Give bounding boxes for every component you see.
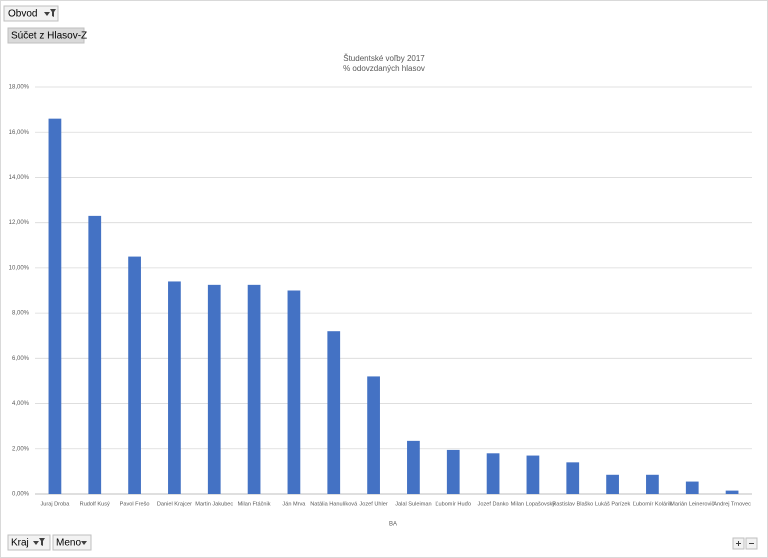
bar (327, 331, 341, 494)
x-tick-label: Jozef Danko (478, 501, 509, 507)
x-tick-label: Daniel Krajcer (157, 501, 192, 507)
x-tick-label: Juraj Droba (40, 501, 70, 507)
bar (128, 256, 141, 494)
y-tick-label: 6,00% (12, 356, 30, 362)
axis-field-label: Kraj (11, 538, 29, 549)
x-tick-label: Rastislav Blaško (552, 501, 593, 507)
value-field-label: Súčet z Hlasov-Z (11, 31, 87, 42)
x-axis-label: BA (389, 522, 397, 528)
chart-title: Študentské voľby 2017 (343, 54, 425, 63)
expand-button[interactable] (732, 537, 745, 550)
bar (646, 474, 659, 494)
axis-field-button[interactable]: Meno (52, 534, 92, 551)
button-bg (3, 5, 59, 22)
x-tick-label: Andrej Trnovec (713, 501, 751, 507)
bar (247, 284, 261, 494)
bar (566, 462, 580, 494)
dropdown-icon (81, 541, 87, 545)
x-tick-label: Natália Hanulíková (310, 501, 358, 507)
y-tick-label: 16,00% (9, 130, 30, 136)
filter-button[interactable]: Obvod (3, 5, 59, 22)
bar (526, 455, 540, 494)
x-tick-label: Marián Leinerovič (670, 501, 714, 507)
y-tick-label: 0,00% (12, 492, 30, 498)
bar (207, 284, 221, 494)
bar (168, 281, 181, 494)
x-tick-label: Jozef Uhler (359, 501, 387, 507)
bar (407, 440, 420, 494)
x-tick-label: Lukáš Parízek (595, 501, 631, 507)
filter-label: Obvod (8, 9, 37, 20)
x-tick-label: Martin Jakubec (195, 501, 233, 507)
plus-icon (736, 541, 741, 546)
bar (685, 481, 699, 494)
axis-field-button[interactable]: Kraj (7, 534, 51, 551)
x-tick-label: Ľubomír Kolárik (633, 501, 672, 507)
y-tick-label: 4,00% (12, 401, 30, 407)
bar (725, 490, 739, 494)
y-tick-label: 8,00% (12, 311, 30, 317)
value-field-button[interactable]: Súčet z Hlasov-Z (7, 27, 87, 44)
y-tick-label: 10,00% (9, 265, 30, 271)
bar (367, 376, 380, 494)
filter-icon (33, 538, 45, 546)
x-tick-label: Milan Lopašovský (511, 501, 556, 507)
x-tick-label: Ľubomír Huďo (435, 501, 471, 507)
bar (48, 118, 62, 495)
bar (88, 215, 102, 494)
y-tick-label: 12,00% (9, 220, 30, 226)
x-tick-label: Rudolf Kusý (80, 501, 110, 507)
y-tick-label: 18,00% (9, 85, 30, 91)
bar (486, 453, 500, 494)
x-tick-label: Pavol Frešo (120, 501, 150, 507)
y-tick-label: 2,00% (12, 446, 30, 452)
button-bg (7, 27, 85, 44)
x-tick-label: Ján Mrva (282, 501, 306, 507)
x-tick-label: Milan Ftáčnik (238, 501, 271, 507)
filter-icon (44, 9, 56, 17)
axis-field-label: Meno (56, 538, 81, 549)
x-tick-label: Jalal Suleiman (395, 501, 431, 507)
bar (446, 449, 460, 494)
bar (287, 290, 301, 494)
collapse-button[interactable] (745, 537, 758, 550)
y-tick-label: 14,00% (9, 175, 30, 181)
chart-subtitle: % odovzdaných hlasov (343, 64, 425, 73)
button-bg (52, 534, 92, 551)
bar (606, 474, 619, 494)
